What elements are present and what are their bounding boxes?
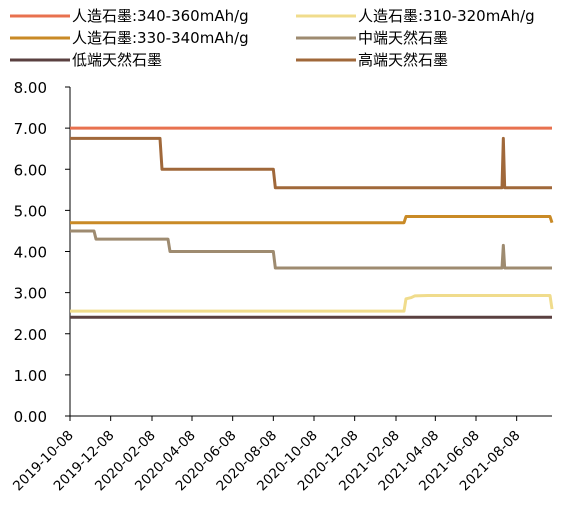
y-tick-label: 0.00 [14,408,47,426]
legend-item: 低端天然石墨 [10,51,162,69]
axes: 0.001.002.003.004.005.006.007.008.002019… [10,79,552,494]
y-tick-label: 7.00 [14,120,47,138]
legend-item: 人造石墨:310-320mAh/g [296,7,535,25]
series-layer [70,126,554,319]
y-tick-label: 2.00 [14,326,47,344]
legend-label: 高端天然石墨 [358,51,448,69]
legend-item: 人造石墨:330-340mAh/g [10,29,249,47]
series-line-6 [70,136,552,190]
y-tick-label: 4.00 [14,244,47,262]
y-tick-label: 5.00 [14,202,47,220]
y-tick-label: 8.00 [14,79,47,97]
y-tick-label: 3.00 [14,285,47,303]
legend-label: 人造石墨:340-360mAh/g [72,7,249,25]
legend-item: 人造石墨:340-360mAh/g [10,7,249,25]
y-tick-label: 1.00 [14,367,47,385]
series-line-4 [70,229,552,270]
series-line-2 [70,294,554,313]
legend-label: 人造石墨:330-340mAh/g [72,29,249,47]
legend-item: 中端天然石墨 [296,29,448,47]
legend-label: 低端天然石墨 [72,51,162,69]
series-line-3 [70,215,554,225]
legend-item: 高端天然石墨 [296,51,448,69]
legend-label: 中端天然石墨 [358,29,448,47]
legend-label: 人造石墨:310-320mAh/g [358,7,535,25]
legend: 人造石墨:340-360mAh/g 人造石墨:310-320mAh/g 人造石墨:3… [10,7,535,69]
y-tick-label: 6.00 [14,161,47,179]
